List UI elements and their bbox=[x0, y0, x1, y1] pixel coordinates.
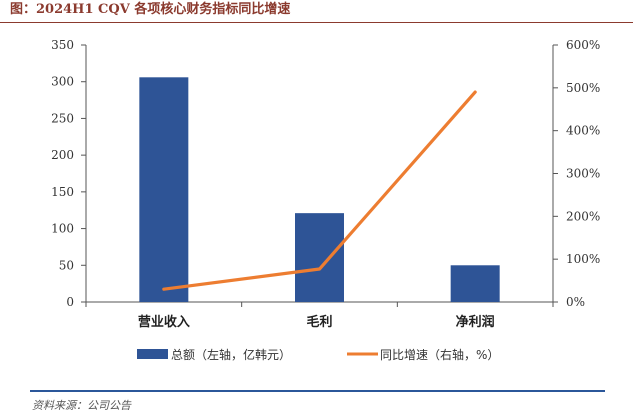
right-tick-label: 500% bbox=[566, 81, 600, 95]
chart-title: 图：2024H1 CQV 各项核心财务指标同比增速 bbox=[10, 2, 291, 17]
bottom-divider bbox=[30, 390, 605, 392]
title-divider bbox=[0, 22, 633, 23]
growth-line bbox=[162, 90, 477, 291]
source-note: 资料来源：公司公告 bbox=[32, 399, 131, 412]
left-tick-label: 300 bbox=[51, 75, 74, 89]
category-label: 毛利 bbox=[306, 314, 332, 330]
right-tick-label: 200% bbox=[566, 209, 600, 223]
right-tick-label: 100% bbox=[566, 252, 600, 266]
right-tick-label: 0% bbox=[566, 295, 585, 309]
left-tick-label: 200 bbox=[51, 148, 74, 162]
left-tick-label: 0 bbox=[66, 295, 74, 309]
left-tick-label: 250 bbox=[51, 111, 74, 125]
legend-bar-label: 总额（左轴，亿韩元） bbox=[171, 347, 291, 362]
right-tick-label: 400% bbox=[566, 124, 600, 138]
bar bbox=[295, 213, 344, 302]
left-tick-label: 50 bbox=[59, 258, 74, 272]
bar bbox=[450, 265, 500, 302]
category-label: 净利润 bbox=[456, 314, 495, 330]
left-tick-label: 150 bbox=[51, 185, 74, 199]
legend-bar-swatch bbox=[137, 349, 168, 359]
bar bbox=[139, 77, 189, 303]
left-tick-label: 350 bbox=[51, 38, 74, 52]
right-tick-label: 600% bbox=[566, 38, 600, 52]
legend-line-label: 同比增速（右轴，%） bbox=[380, 347, 499, 362]
category-label: 营业收入 bbox=[138, 314, 190, 330]
left-tick-label: 100 bbox=[51, 222, 74, 236]
right-tick-label: 300% bbox=[566, 167, 600, 181]
